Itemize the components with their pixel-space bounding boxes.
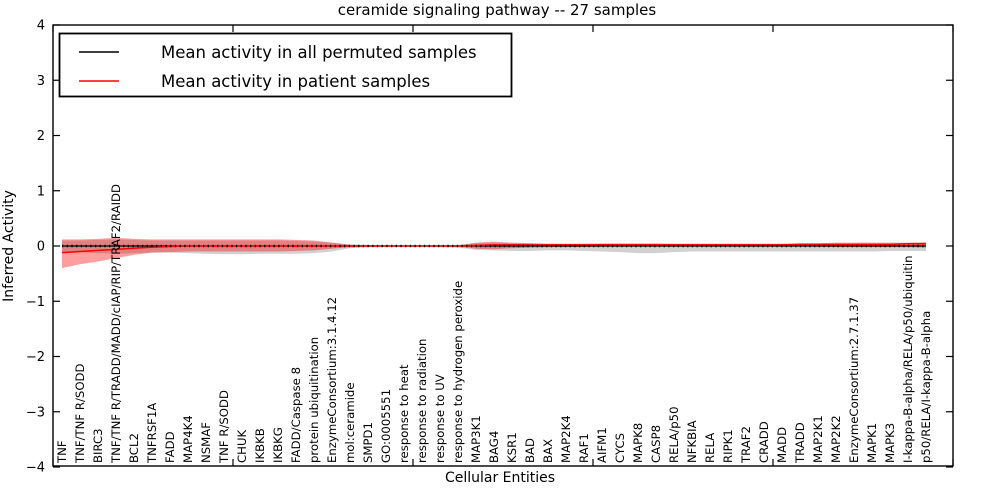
x-category-label: BAG4 [487,431,501,463]
x-category-label: NFKBIA [685,420,699,463]
x-category-label: response to radiation [415,339,429,463]
x-category-label: CASP8 [649,425,663,463]
x-category-label: MAP4K4 [181,415,195,463]
x-category-label: MAPK8 [631,423,645,463]
y-tick-label: 4 [37,19,45,34]
y-tick-label: −4 [26,461,45,476]
y-tick-label: 3 [37,74,45,89]
x-category-label: RELA [703,433,717,463]
x-category-label: response to heat [397,364,411,463]
chart-title: ceramide signaling pathway -- 27 samples [338,1,657,19]
mean-lines-layer [61,243,926,254]
x-category-label: CHUK [235,429,249,463]
x-category-label: AIFM1 [595,427,609,463]
x-axis-label: Cellular Entities [445,470,555,486]
legend: Mean activity in all permuted samples Me… [58,32,513,98]
x-category-label: protein ubiquitination [307,337,321,463]
x-category-label: MAPK1 [865,423,879,463]
x-category-label: response to hydrogen peroxide [451,281,465,463]
x-category-label: TNF R/SODD [217,390,231,464]
x-category-label: BIRC3 [91,428,105,463]
x-category-label: RIPK1 [721,429,735,463]
x-category-label: BAD [523,438,537,463]
x-category-label: MAP2K4 [559,415,573,463]
y-tick-label: 2 [37,129,45,144]
x-category-label: IKBKB [253,428,267,463]
x-category-label: I-kappa-B-alpha/RELA/p50/ubiquitin [901,255,915,463]
x-category-label: FADD/Caspase 8 [289,367,303,463]
std-bands-layer [62,237,926,269]
legend-box [58,32,513,98]
x-category-label: TNF/TNF R/TRADD/MADD/cIAP/RIP/TRAF2/RAID… [109,184,123,464]
y-tick-label: −2 [26,350,45,365]
x-category-label: SMPD1 [361,422,375,463]
legend-label-patient: Mean activity in patient samples [161,72,430,91]
x-category-label: BCL2 [127,433,141,463]
x-category-label: EnzymeConsortium:3.1.4.12 [325,297,339,463]
x-category-label: EnzymeConsortium:2.7.1.37 [847,297,861,463]
x-category-label: BAX [541,439,555,463]
x-category-label: MAP2K1 [811,415,825,463]
x-category-label: MADD [775,427,789,463]
x-category-label: CYCS [613,433,627,463]
x-category-label: TRADD [793,422,807,464]
x-category-label: IKBKG [271,427,285,463]
x-category-label: MAPK3 [883,423,897,463]
x-category-label: mol:ceramide [343,382,357,463]
y-tick-labels: −4 −3 −2 −1 0 1 2 3 4 [26,19,45,476]
x-category-label: TNF/TNF R/SODD [73,363,87,464]
x-category-label: TNFRSF1A [145,403,159,464]
x-category-label: FADD [163,431,177,463]
plot-frame [52,24,954,467]
x-category-label: RELA/p50 [667,406,681,463]
x-category-label: MAP2K2 [829,415,843,463]
x-category-label: NSMAF [199,422,213,463]
x-category-label: TNF [55,440,69,464]
y-tick-label: −1 [26,295,45,310]
x-category-labels: TNF TNF/TNF R/SODD BIRC3 TNF/TNF R/TRADD/MA… [55,184,933,464]
y-tick-label: 0 [37,240,45,255]
y-tick-label: −3 [26,405,45,420]
x-category-label: GO:0005551 [379,389,393,463]
x-category-label: TRAF2 [739,426,753,464]
legend-label-permuted: Mean activity in all permuted samples [161,43,477,62]
x-category-label: response to UV [433,374,447,463]
x-category-label: RAF1 [577,433,591,463]
y-axis-label: Inferred Activity [1,190,17,302]
x-category-label: MAP3K1 [469,415,483,463]
y-tick-label: 1 [37,184,45,199]
x-category-label: KSR1 [505,432,519,463]
x-category-label: p50/RELA/I-kappa-B-alpha [919,311,933,463]
permuted-std-band [62,239,926,255]
x-category-label: CRADD [757,421,771,463]
